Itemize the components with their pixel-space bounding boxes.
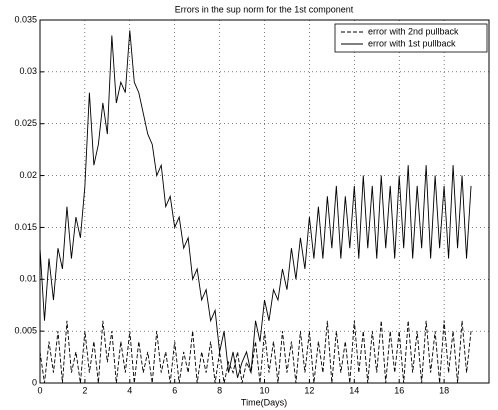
x-tick-label: 0 — [37, 385, 42, 395]
x-tick-label: 12 — [304, 385, 314, 395]
legend-label: error with 2nd pullback — [368, 26, 459, 36]
y-tick-label: 0 — [32, 377, 37, 387]
plot-frame — [39, 19, 490, 384]
legend-box — [334, 23, 488, 53]
y-tick-label: 0.015 — [14, 222, 37, 232]
x-tick-label: 10 — [259, 385, 269, 395]
data-line — [39, 320, 472, 384]
y-tick-label: 0.025 — [14, 118, 37, 128]
x-tick-label: 8 — [217, 385, 222, 395]
y-tick-label: 0.02 — [19, 170, 37, 180]
y-tick-label: 0.005 — [14, 326, 37, 336]
chart-title: Errors in the sup norm for the 1st compo… — [175, 4, 354, 14]
x-tick-label: 14 — [349, 385, 359, 395]
y-tick-label: 0.01 — [19, 274, 37, 284]
data-line — [39, 30, 472, 378]
legend-label: error with 1st pullback — [368, 38, 456, 48]
y-tick-label: 0.03 — [19, 66, 37, 76]
x-tick-label: 18 — [439, 385, 449, 395]
x-tick-label: 2 — [82, 385, 87, 395]
x-tick-label: 6 — [172, 385, 177, 395]
y-tick-label: 0.035 — [14, 14, 37, 24]
x-tick-label: 16 — [394, 385, 404, 395]
x-tick-label: 4 — [127, 385, 132, 395]
x-axis-label: Time(Days) — [241, 397, 287, 407]
